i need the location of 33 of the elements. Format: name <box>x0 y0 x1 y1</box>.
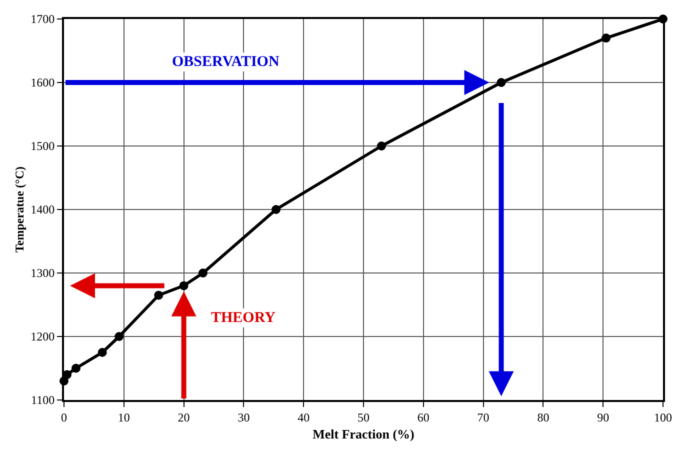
y-tick-label: 1600 <box>30 76 55 90</box>
y-tick-label: 1700 <box>30 12 55 26</box>
y-tick-label: 1500 <box>30 139 55 154</box>
point <box>71 364 80 373</box>
point <box>658 14 668 24</box>
x-tick-label: 80 <box>537 410 550 424</box>
y-tick-label: 1200 <box>30 330 55 344</box>
annotation: OBSERVATION <box>172 54 280 70</box>
x-tick-label: 60 <box>417 410 430 424</box>
point <box>154 290 164 300</box>
point <box>179 281 188 290</box>
y-tick-label: 1300 <box>30 266 55 280</box>
x-tick-label: 100 <box>654 410 672 424</box>
x-tick-label: 50 <box>358 410 370 424</box>
point <box>376 142 386 150</box>
x-axis-title: Melt Fraction (%) <box>312 426 414 442</box>
x-tick-label: 40 <box>298 410 310 424</box>
x-tick-label: 0 <box>61 410 67 424</box>
y-tick-label: 1400 <box>30 202 55 217</box>
x-tick-label: 70 <box>477 410 490 424</box>
point <box>272 205 281 214</box>
point <box>198 268 208 278</box>
y-tick-label: 1100 <box>31 393 55 408</box>
point <box>496 78 506 87</box>
y-axis-title: Temperatue (°C) <box>12 166 26 253</box>
annotation: THEORY <box>211 310 276 326</box>
x-tick-label: 10 <box>118 410 130 424</box>
x-tick-label: 30 <box>238 410 250 424</box>
x-tick-label: 20 <box>178 410 190 424</box>
x-tick-label: 90 <box>597 410 610 424</box>
point <box>602 34 611 43</box>
point <box>98 348 107 357</box>
point <box>114 332 124 341</box>
